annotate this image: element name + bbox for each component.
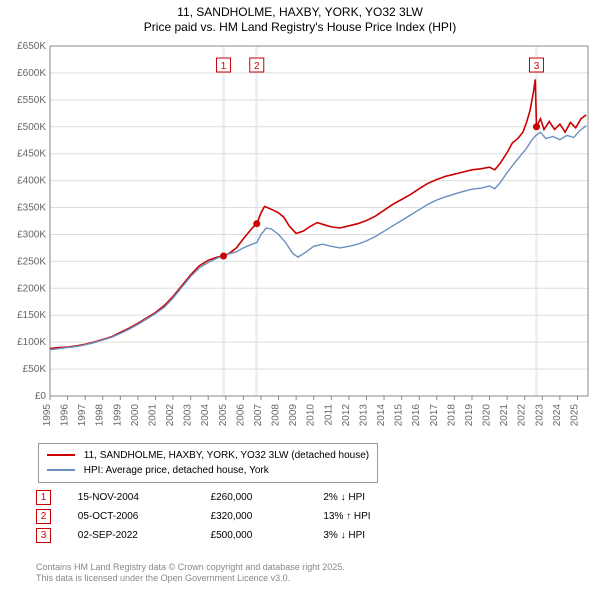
- svg-text:1: 1: [221, 61, 227, 72]
- chart-svg: £0 £50K £100K £150K £200K £250K £300K £350K £400…: [6, 40, 594, 440]
- svg-text:1995: 1995: [42, 404, 53, 427]
- event-date: 15-NOV-2004: [78, 488, 208, 507]
- svg-text:2008: 2008: [271, 404, 282, 427]
- svg-text:£500K: £500K: [17, 122, 46, 133]
- svg-text:£450K: £450K: [17, 149, 46, 160]
- svg-text:2007: 2007: [253, 404, 264, 427]
- svg-text:£200K: £200K: [17, 283, 46, 294]
- svg-text:2005: 2005: [218, 404, 229, 427]
- event-marker-icon: 3: [36, 528, 51, 543]
- footer-line-2: This data is licensed under the Open Gov…: [36, 573, 345, 584]
- svg-text:£600K: £600K: [17, 68, 46, 79]
- svg-text:2: 2: [254, 61, 260, 72]
- chart-title: 11, SANDHOLME, HAXBY, YORK, YO32 3LW Pri…: [0, 0, 600, 35]
- svg-text:£50K: £50K: [23, 364, 47, 375]
- svg-text:2020: 2020: [482, 404, 493, 427]
- svg-text:2025: 2025: [569, 404, 580, 427]
- svg-text:2014: 2014: [376, 404, 387, 427]
- svg-text:2018: 2018: [446, 404, 457, 427]
- svg-text:£300K: £300K: [17, 229, 46, 240]
- svg-text:3: 3: [534, 61, 540, 72]
- legend-label: HPI: Average price, detached house, York: [84, 465, 269, 476]
- legend-swatch: [47, 454, 75, 456]
- svg-text:1999: 1999: [112, 404, 123, 427]
- svg-text:£250K: £250K: [17, 256, 46, 267]
- svg-text:£400K: £400K: [17, 176, 46, 187]
- svg-text:2004: 2004: [200, 404, 211, 427]
- svg-text:£650K: £650K: [17, 41, 46, 52]
- event-date: 05-OCT-2006: [78, 507, 208, 526]
- event-marker-icon: 1: [36, 490, 51, 505]
- legend: 11, SANDHOLME, HAXBY, YORK, YO32 3LW (de…: [38, 443, 378, 483]
- svg-text:2019: 2019: [464, 404, 475, 427]
- events-table: 1 15-NOV-2004 £260,000 2% ↓ HPI 2 05-OCT…: [36, 488, 371, 545]
- svg-text:2001: 2001: [147, 404, 158, 427]
- event-price: £260,000: [211, 488, 321, 507]
- event-row: 1 15-NOV-2004 £260,000 2% ↓ HPI: [36, 488, 371, 507]
- footer-line-1: Contains HM Land Registry data © Crown c…: [36, 562, 345, 573]
- event-delta: 3% ↓ HPI: [323, 526, 365, 545]
- svg-text:2006: 2006: [235, 404, 246, 427]
- event-price: £500,000: [211, 526, 321, 545]
- svg-text:£550K: £550K: [17, 95, 46, 106]
- legend-swatch: [47, 469, 75, 471]
- event-row: 3 02-SEP-2022 £500,000 3% ↓ HPI: [36, 526, 371, 545]
- price-chart: £0 £50K £100K £150K £200K £250K £300K £350K £400…: [6, 40, 594, 440]
- svg-text:2017: 2017: [429, 404, 440, 427]
- svg-text:£100K: £100K: [17, 337, 46, 348]
- event-price: £320,000: [211, 507, 321, 526]
- svg-text:2009: 2009: [288, 404, 299, 427]
- svg-text:2015: 2015: [394, 404, 405, 427]
- footer-attribution: Contains HM Land Registry data © Crown c…: [36, 562, 345, 585]
- svg-text:£0: £0: [35, 391, 47, 402]
- svg-text:2023: 2023: [534, 404, 545, 427]
- svg-text:2016: 2016: [411, 404, 422, 427]
- event-delta: 2% ↓ HPI: [323, 488, 365, 507]
- svg-text:2022: 2022: [517, 404, 528, 427]
- title-line-1: 11, SANDHOLME, HAXBY, YORK, YO32 3LW: [0, 5, 600, 20]
- svg-text:2003: 2003: [183, 404, 194, 427]
- svg-text:2012: 2012: [341, 404, 352, 427]
- legend-label: 11, SANDHOLME, HAXBY, YORK, YO32 3LW (de…: [84, 450, 369, 461]
- svg-text:2011: 2011: [323, 404, 334, 426]
- title-line-2: Price paid vs. HM Land Registry's House …: [0, 20, 600, 35]
- event-marker-icon: 2: [36, 509, 51, 524]
- svg-text:1997: 1997: [77, 404, 88, 427]
- legend-item: HPI: Average price, detached house, York: [47, 463, 369, 478]
- svg-text:£350K: £350K: [17, 203, 46, 214]
- svg-text:2024: 2024: [552, 404, 563, 427]
- svg-text:2002: 2002: [165, 404, 176, 427]
- svg-text:2010: 2010: [306, 404, 317, 427]
- svg-text:2013: 2013: [358, 404, 369, 427]
- legend-item: 11, SANDHOLME, HAXBY, YORK, YO32 3LW (de…: [47, 448, 369, 463]
- event-delta: 13% ↑ HPI: [323, 507, 370, 526]
- svg-text:2000: 2000: [130, 404, 141, 427]
- event-row: 2 05-OCT-2006 £320,000 13% ↑ HPI: [36, 507, 371, 526]
- svg-text:1996: 1996: [60, 404, 71, 427]
- svg-text:1998: 1998: [95, 404, 106, 427]
- event-date: 02-SEP-2022: [78, 526, 208, 545]
- svg-text:2021: 2021: [499, 404, 510, 427]
- svg-text:£150K: £150K: [17, 310, 46, 321]
